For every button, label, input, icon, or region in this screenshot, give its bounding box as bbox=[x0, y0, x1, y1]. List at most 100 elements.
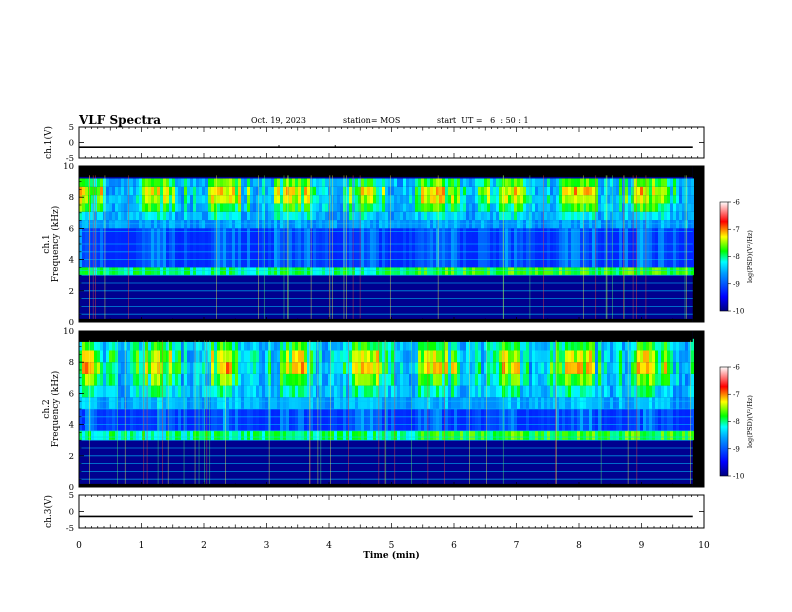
emission-cell bbox=[673, 338, 676, 351]
emission-cell bbox=[589, 397, 592, 409]
strong-band-cell bbox=[574, 267, 577, 276]
emission-cell bbox=[277, 373, 280, 386]
emission-cell bbox=[190, 195, 193, 204]
emission-cell bbox=[670, 203, 673, 212]
mid-band-cell bbox=[280, 409, 283, 431]
mid-band-cell bbox=[169, 409, 172, 431]
emission-cell bbox=[298, 211, 301, 221]
emission-cell bbox=[133, 186, 136, 196]
emission-cell bbox=[487, 350, 490, 363]
emission-cell bbox=[190, 178, 193, 187]
emission-cell bbox=[691, 373, 694, 386]
emission-cell bbox=[586, 350, 589, 363]
emission-cell bbox=[82, 350, 85, 363]
emission-cell bbox=[337, 211, 340, 221]
emission-cell bbox=[148, 362, 151, 374]
emission-cell bbox=[130, 362, 133, 374]
emission-cell bbox=[649, 186, 652, 196]
emission-cell bbox=[547, 350, 550, 363]
emission-cell bbox=[268, 195, 271, 204]
emission-cell bbox=[253, 373, 256, 386]
emission-cell bbox=[292, 178, 295, 187]
emission-cell bbox=[574, 338, 577, 351]
emission-cell bbox=[391, 373, 394, 386]
emission-cell bbox=[220, 373, 223, 386]
emission-cell bbox=[667, 195, 670, 204]
mid-band-cell bbox=[538, 228, 541, 268]
emission-cell bbox=[412, 373, 415, 386]
strong-band-cell bbox=[184, 430, 187, 441]
emission-cell bbox=[613, 373, 616, 386]
mid-band-cell bbox=[463, 409, 466, 431]
emission-cell bbox=[469, 373, 472, 386]
emission-cell bbox=[520, 195, 523, 204]
emission-cell bbox=[136, 385, 139, 398]
emission-cell bbox=[169, 203, 172, 212]
emission-cell bbox=[220, 397, 223, 409]
emission-cell bbox=[328, 362, 331, 374]
emission-cell bbox=[583, 362, 586, 374]
emission-cell bbox=[205, 195, 208, 204]
mid-band-cell bbox=[670, 228, 673, 268]
strong-band-cell bbox=[418, 430, 421, 441]
mid-band-cell bbox=[148, 409, 151, 431]
emission-cell bbox=[541, 385, 544, 398]
emission-cell bbox=[367, 350, 370, 363]
emission-cell bbox=[625, 338, 628, 351]
emission-cell bbox=[409, 203, 412, 212]
emission-cell bbox=[445, 373, 448, 386]
strong-band-cell bbox=[466, 430, 469, 441]
emission-cell bbox=[289, 397, 292, 409]
emission-cell bbox=[346, 195, 349, 204]
emission-cell bbox=[301, 220, 304, 229]
emission-cell bbox=[442, 385, 445, 398]
emission-cell bbox=[418, 362, 421, 374]
emission-cell bbox=[109, 362, 112, 374]
emission-cell bbox=[571, 373, 574, 386]
emission-cell bbox=[361, 362, 364, 374]
emission-cell bbox=[418, 338, 421, 351]
emission-cell bbox=[484, 203, 487, 212]
y-axis-label: ch.1(V) bbox=[43, 126, 54, 159]
emission-cell bbox=[151, 220, 154, 229]
strong-band-cell bbox=[613, 267, 616, 276]
emission-cell bbox=[235, 203, 238, 212]
emission-cell bbox=[274, 178, 277, 187]
emission-cell bbox=[631, 362, 634, 374]
strong-band-cell bbox=[427, 430, 430, 441]
emission-cell bbox=[586, 385, 589, 398]
emission-cell bbox=[430, 195, 433, 204]
emission-cell bbox=[556, 186, 559, 196]
emission-cell bbox=[316, 195, 319, 204]
mid-band-cell bbox=[460, 409, 463, 431]
emission-cell bbox=[364, 211, 367, 221]
strong-band-cell bbox=[577, 267, 580, 276]
emission-cell bbox=[610, 397, 613, 409]
emission-cell bbox=[193, 397, 196, 409]
emission-cell bbox=[439, 203, 442, 212]
mid-band-cell bbox=[253, 409, 256, 431]
strong-band-cell bbox=[409, 267, 412, 276]
emission-cell bbox=[370, 211, 373, 221]
emission-cell bbox=[202, 373, 205, 386]
emission-cell bbox=[322, 350, 325, 363]
emission-cell bbox=[664, 203, 667, 212]
strong-band-cell bbox=[511, 430, 514, 441]
emission-cell bbox=[667, 338, 670, 351]
emission-cell bbox=[487, 373, 490, 386]
strong-band-cell bbox=[559, 267, 562, 276]
emission-cell bbox=[466, 211, 469, 221]
mid-band-cell bbox=[496, 409, 499, 431]
emission-cell bbox=[334, 178, 337, 187]
mid-band-cell bbox=[655, 409, 658, 431]
strong-band-cell bbox=[349, 430, 352, 441]
strong-band-cell bbox=[586, 430, 589, 441]
emission-cell bbox=[505, 203, 508, 212]
mid-band-cell bbox=[220, 409, 223, 431]
strong-band-cell bbox=[454, 267, 457, 276]
emission-cell bbox=[172, 338, 175, 351]
strong-band-cell bbox=[229, 267, 232, 276]
emission-cell bbox=[358, 195, 361, 204]
emission-cell bbox=[178, 362, 181, 374]
emission-cell bbox=[211, 186, 214, 196]
